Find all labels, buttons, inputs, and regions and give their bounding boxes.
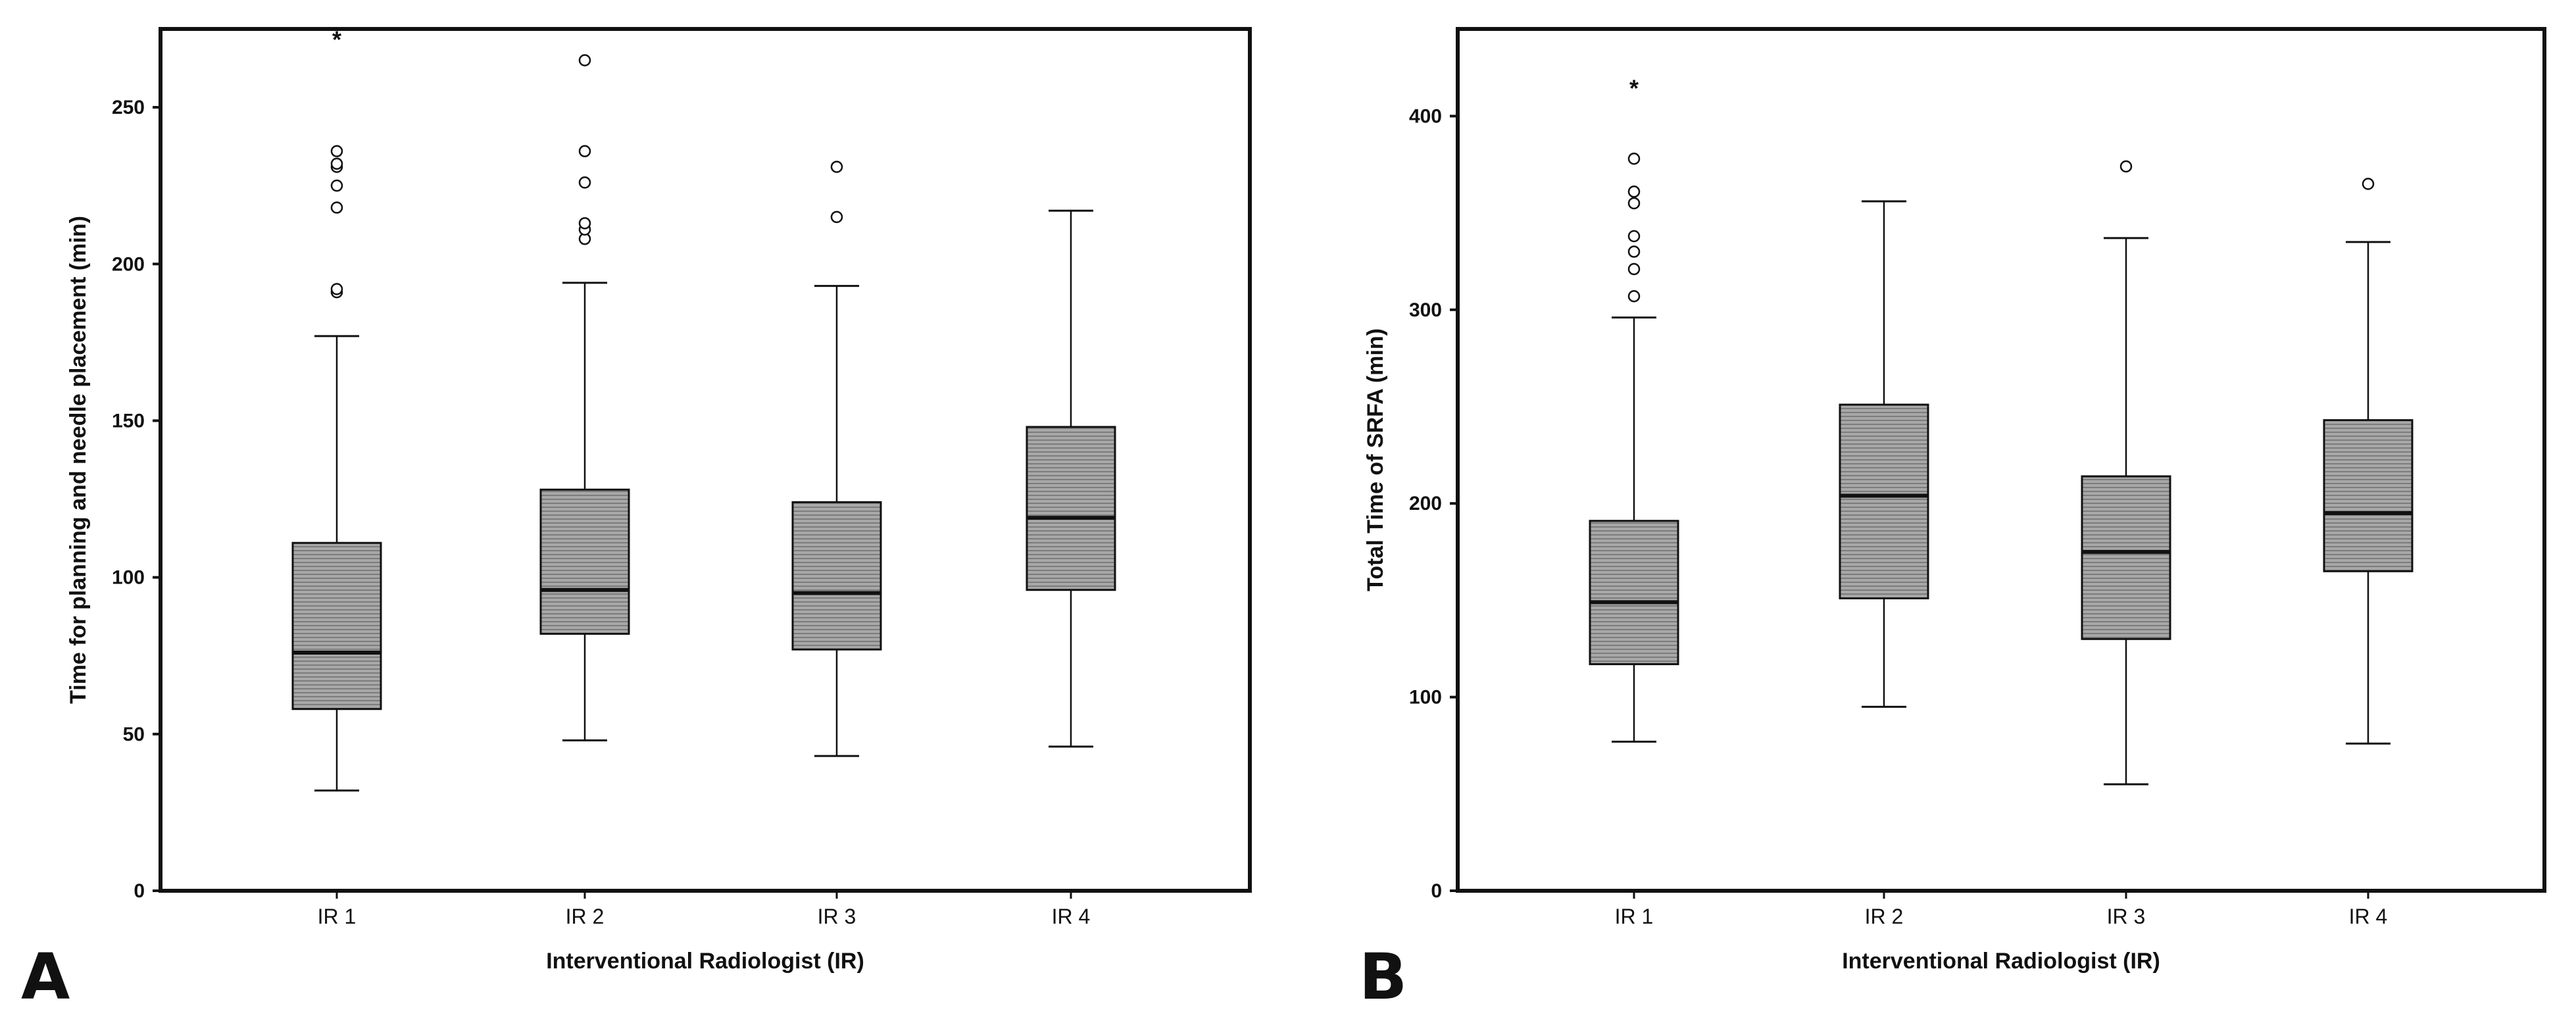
panel-b-x-axis: IR 1 IR 2 IR 3 IR 4	[1615, 891, 2388, 928]
panel-a-x-axis: IR 1 IR 2 IR 3 IR 4	[318, 891, 1091, 928]
box-group-ir-3	[2081, 160, 2171, 786]
outlier-point	[578, 54, 591, 66]
outlier-point	[2362, 178, 2375, 190]
y-tick-label: 150	[112, 410, 145, 432]
outlier-point	[1627, 197, 1641, 210]
panel-b-x-axis-title: Interventional Radiologist (IR)	[1842, 949, 2160, 974]
y-tick-label: 100	[1409, 687, 1442, 709]
x-category-label: IR 1	[1615, 905, 1654, 928]
x-category-label: IR 2	[1865, 905, 1904, 928]
y-tick-label: 50	[123, 724, 145, 745]
box-group-ir-4	[2323, 178, 2414, 745]
outlier-point	[578, 145, 591, 158]
iqr-box	[1839, 403, 1929, 599]
extreme-point: *	[332, 26, 341, 53]
panel-a-y-axis: 0 50 100 150 200 250	[112, 97, 161, 902]
box-group-ir-1: *	[291, 26, 382, 792]
box-group-ir-2	[1839, 200, 1929, 708]
y-tick-label: 400	[1409, 105, 1442, 127]
panel-b-letter: B	[1359, 940, 1407, 1014]
outlier-point	[830, 161, 843, 173]
outlier-point	[330, 201, 343, 214]
outlier-point	[578, 217, 591, 230]
box-group-ir-3	[791, 161, 882, 757]
y-tick-label: 0	[134, 880, 145, 902]
iqr-box	[1589, 520, 1679, 666]
panel-b-y-axis-title: Total Time of SRFA (min)	[1363, 328, 1388, 591]
y-tick-label: 0	[1431, 880, 1442, 902]
x-category-label: IR 4	[2349, 905, 2388, 928]
outlier-point	[1627, 152, 1641, 165]
outlier-point	[330, 157, 343, 170]
outlier-point	[330, 145, 343, 158]
panel-a-boxes: *	[291, 26, 1116, 792]
outlier-point	[330, 179, 343, 192]
box-group-ir-4	[1026, 209, 1116, 748]
box-group-ir-1: *	[1589, 74, 1679, 743]
panel-a-x-axis-title: Interventional Radiologist (IR)	[546, 949, 864, 974]
panel-b-y-axis: 0 100 200 300 400	[1409, 105, 1458, 902]
outlier-point	[330, 283, 343, 295]
x-category-label: IR 3	[2107, 905, 2146, 928]
x-category-label: IR 4	[1052, 905, 1091, 928]
extreme-point: *	[1629, 74, 1639, 101]
iqr-box	[539, 488, 630, 635]
x-category-label: IR 2	[566, 905, 605, 928]
iqr-box	[791, 501, 882, 651]
outlier-point	[1627, 289, 1641, 303]
panel-b-chart: 0 100 200 300 400 * IR 1 IR 2 IR 3 IR 4 Interve…	[1359, 27, 2546, 1014]
y-tick-label: 200	[1409, 493, 1442, 514]
outlier-point	[1627, 230, 1641, 243]
outlier-point	[1627, 245, 1641, 258]
box-group-ir-2	[539, 54, 630, 741]
outlier-point	[1627, 262, 1641, 276]
outlier-point	[2119, 160, 2133, 173]
outlier-point	[1627, 186, 1641, 198]
iqr-box	[2323, 419, 2414, 572]
iqr-box	[1026, 426, 1116, 591]
panel-b-boxes: *	[1589, 74, 2414, 786]
y-tick-label: 100	[112, 567, 145, 589]
iqr-box	[291, 541, 382, 711]
panel-a-letter: A	[21, 940, 70, 1014]
y-tick-label: 250	[112, 97, 145, 118]
x-category-label: IR 3	[818, 905, 856, 928]
panel-a-y-axis-title: Time for planning and needle placement (…	[66, 216, 91, 704]
x-category-label: IR 1	[318, 905, 357, 928]
outlier-point	[830, 211, 843, 224]
outlier-point	[578, 176, 591, 189]
iqr-box	[2081, 475, 2171, 640]
panel-a-chart: 0 50 100 150 200 250 * IR 1 IR 2 IR 3 IR 4 Inter…	[21, 26, 1252, 1014]
y-tick-label: 300	[1409, 299, 1442, 321]
y-tick-label: 200	[112, 253, 145, 275]
